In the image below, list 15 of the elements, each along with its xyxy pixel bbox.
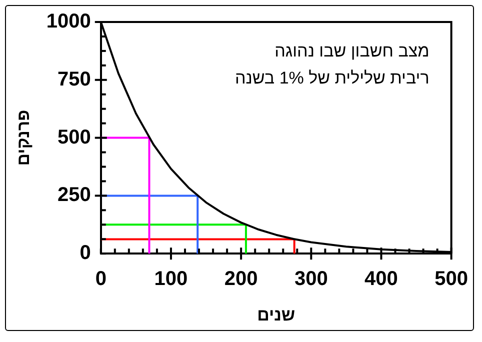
annotation: מצב חשבון שבו נהוגה xyxy=(274,42,430,61)
y-axis-title: פרנקים xyxy=(14,110,33,166)
x-tick-label: 400 xyxy=(364,268,398,290)
x-tick-label: 100 xyxy=(154,268,188,290)
y-tick-label: 250 xyxy=(58,184,91,206)
x-axis-title: שנים xyxy=(257,305,296,324)
y-tick-label: 750 xyxy=(58,68,91,90)
annotation: ריבית שלילית של 1% בשנה xyxy=(234,68,430,88)
x-tick-label: 0 xyxy=(95,268,106,290)
x-tick-label: 200 xyxy=(224,268,258,290)
y-tick-label: 500 xyxy=(58,126,91,148)
y-tick-label: 1000 xyxy=(46,10,91,33)
x-tick-label: 500 xyxy=(434,268,468,290)
x-tick-label: 300 xyxy=(294,268,328,290)
y-tick-label: 0 xyxy=(80,242,91,264)
